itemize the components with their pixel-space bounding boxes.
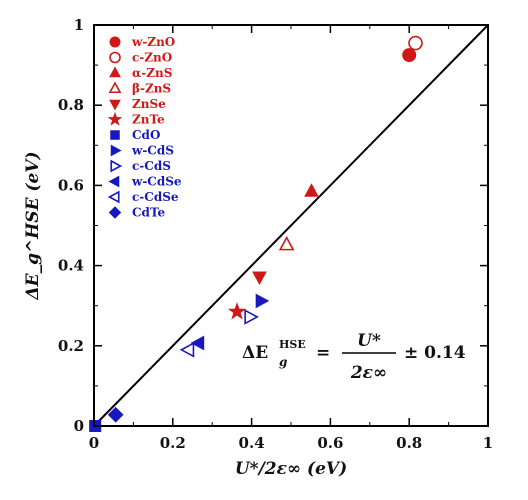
y-tick-label: 0.2 bbox=[58, 337, 84, 355]
equation-lhs: ΔE bbox=[242, 343, 268, 363]
y-tick-label: 0.4 bbox=[58, 257, 84, 275]
legend-label: β-ZnS bbox=[132, 82, 171, 96]
equation-denominator: 2ε∞ bbox=[350, 363, 387, 383]
legend-label: CdO bbox=[132, 128, 160, 142]
legend-marker bbox=[109, 66, 121, 78]
data-point-znse bbox=[252, 271, 267, 286]
y-tick-label: 0 bbox=[74, 417, 84, 435]
data-point-c-zno bbox=[408, 35, 423, 51]
x-tick-label: 0.2 bbox=[160, 434, 186, 452]
legend-label: c-CdSe bbox=[132, 190, 179, 204]
data-point-w-cdse bbox=[190, 335, 205, 351]
tick-labels: 0 0.2 0.4 0.6 0.8 1 0 0.2 0.4 0.6 0.8 1 bbox=[58, 16, 493, 452]
data-point--zns bbox=[304, 183, 319, 197]
legend-marker bbox=[107, 111, 123, 126]
legend: w-ZnOc-ZnOα-ZnSβ-ZnSZnSeZnTeCdOw-CdSc-Cd… bbox=[107, 35, 182, 220]
equation-superscript: HSE bbox=[279, 338, 306, 351]
legend-marker bbox=[110, 130, 120, 140]
x-tick-label: 0.8 bbox=[396, 434, 422, 452]
data-point-c-cdse bbox=[179, 341, 195, 358]
data-point--zns bbox=[278, 235, 295, 251]
data-point-w-zno bbox=[402, 48, 417, 63]
y-tick-label: 1 bbox=[74, 16, 84, 34]
legend-label: w-CdSe bbox=[131, 175, 182, 189]
equation-uncertainty: ± 0.14 bbox=[404, 343, 466, 363]
x-tick-label: 1 bbox=[483, 434, 493, 452]
legend-marker bbox=[109, 36, 121, 48]
legend-label: w-ZnO bbox=[131, 35, 175, 49]
legend-marker bbox=[109, 51, 121, 64]
legend-label: c-CdS bbox=[132, 159, 171, 173]
legend-marker bbox=[110, 159, 123, 173]
legend-marker bbox=[108, 206, 122, 219]
data-point-znte bbox=[227, 302, 247, 320]
legend-marker bbox=[109, 99, 121, 111]
fit-line bbox=[93, 24, 489, 427]
legend-marker bbox=[108, 175, 120, 188]
y-tick-label: 0.6 bbox=[58, 176, 84, 194]
data-point-cdte bbox=[107, 406, 124, 423]
data-point-c-cds bbox=[244, 309, 259, 325]
x-tick-label: 0.4 bbox=[239, 434, 265, 452]
plot-frame bbox=[93, 24, 489, 427]
y-tick-label: 0.8 bbox=[58, 96, 84, 114]
data-points bbox=[89, 35, 423, 433]
x-tick-label: 0.6 bbox=[317, 434, 343, 452]
equation-equals: = bbox=[316, 343, 330, 363]
legend-marker bbox=[110, 144, 122, 157]
legend-label: CdTe bbox=[132, 206, 165, 220]
equation-subscript: g bbox=[279, 355, 287, 369]
x-tick-label: 0 bbox=[89, 434, 99, 452]
legend-label: c-ZnO bbox=[132, 51, 172, 65]
y-axis-title: ΔE_g^HSE (eV) bbox=[23, 151, 43, 300]
fit-equation: ΔE HSE g = U* 2ε∞ ± 0.14 bbox=[242, 331, 466, 383]
equation-numerator: U* bbox=[357, 331, 381, 351]
legend-label: ZnTe bbox=[132, 113, 165, 127]
x-axis-title: U*/2ε∞ (eV) bbox=[235, 459, 347, 479]
legend-label: ZnSe bbox=[132, 97, 166, 111]
legend-label: w-CdS bbox=[131, 144, 174, 158]
legend-marker bbox=[107, 190, 120, 204]
legend-marker bbox=[108, 81, 122, 94]
legend-label: α-ZnS bbox=[132, 66, 172, 80]
data-point-w-cds bbox=[255, 293, 270, 309]
